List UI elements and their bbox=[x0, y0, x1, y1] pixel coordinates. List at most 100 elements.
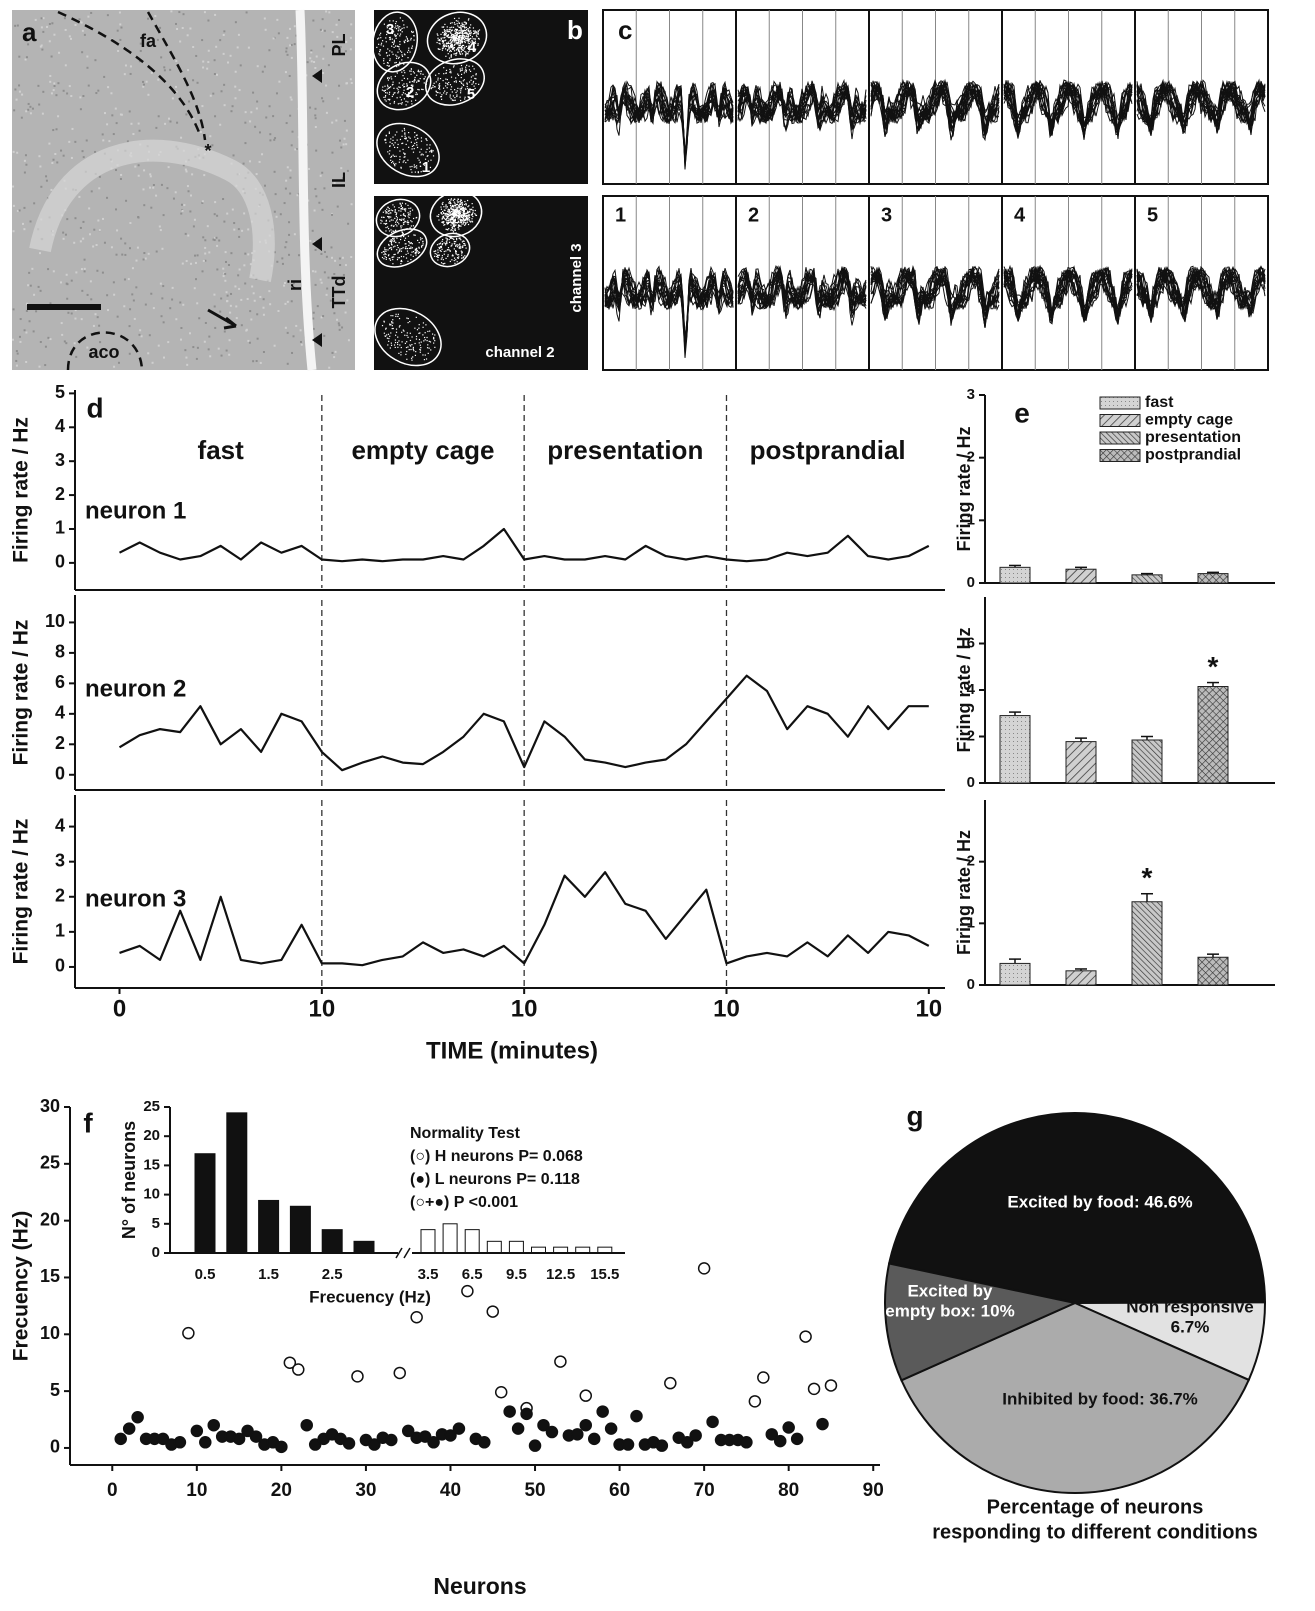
spike-dot bbox=[403, 247, 404, 248]
spike-dot bbox=[451, 198, 452, 199]
spike-dot bbox=[392, 325, 393, 326]
texture bbox=[318, 202, 320, 204]
spike-dot bbox=[389, 221, 390, 222]
spike-dot bbox=[391, 242, 392, 243]
texture bbox=[198, 317, 200, 319]
spike-dot bbox=[441, 209, 442, 210]
texture bbox=[12, 339, 14, 341]
texture bbox=[248, 47, 250, 49]
texture bbox=[338, 322, 340, 324]
histology-label: PL bbox=[329, 33, 349, 56]
spike-dot bbox=[413, 81, 414, 82]
spike-dot bbox=[462, 33, 463, 34]
spike-dot bbox=[453, 200, 454, 201]
bar bbox=[1000, 716, 1030, 783]
spike-dot bbox=[468, 224, 469, 225]
texture bbox=[52, 129, 54, 131]
spike-dot bbox=[437, 35, 438, 36]
spike-dot bbox=[394, 246, 395, 247]
spike-dot bbox=[408, 236, 409, 237]
panel-label: a bbox=[22, 17, 37, 47]
spike-dot bbox=[395, 142, 396, 143]
texture bbox=[347, 170, 349, 172]
texture bbox=[338, 85, 340, 87]
spike-dot bbox=[403, 330, 404, 331]
spike-dot bbox=[463, 218, 464, 219]
spike-dot bbox=[403, 213, 404, 214]
spike-dot bbox=[385, 335, 386, 336]
spike-dot bbox=[447, 229, 448, 230]
spike-dot bbox=[459, 32, 460, 33]
texture bbox=[339, 264, 341, 266]
texture bbox=[35, 310, 37, 312]
spike-dot bbox=[460, 100, 461, 101]
texture bbox=[214, 305, 216, 307]
spike-dot bbox=[466, 83, 467, 84]
spike-dot bbox=[465, 30, 466, 31]
texture bbox=[117, 316, 119, 318]
spike-dot bbox=[398, 86, 399, 87]
texture bbox=[207, 61, 209, 63]
spike-dot bbox=[426, 149, 427, 150]
spike-dot bbox=[413, 251, 414, 252]
spike-dot bbox=[396, 329, 397, 330]
texture bbox=[320, 175, 322, 177]
texture bbox=[194, 255, 196, 257]
spike-dot bbox=[417, 94, 418, 95]
spike-dot bbox=[454, 260, 455, 261]
texture bbox=[223, 34, 225, 36]
neuron-point bbox=[707, 1416, 718, 1427]
texture bbox=[207, 20, 209, 22]
neuron-point bbox=[115, 1433, 126, 1444]
spike-dot bbox=[402, 234, 403, 235]
neuron-label: neuron 3 bbox=[85, 885, 186, 912]
spike-dot bbox=[455, 252, 456, 253]
spike-dot bbox=[476, 73, 477, 74]
spike-dot bbox=[457, 211, 458, 212]
legend-label: presentation bbox=[1145, 429, 1241, 446]
spike-dot bbox=[442, 218, 443, 219]
spike-dot bbox=[401, 231, 402, 232]
texture bbox=[19, 209, 21, 211]
histogram-bar bbox=[487, 1241, 501, 1253]
texture bbox=[257, 338, 259, 340]
spike-dot bbox=[475, 78, 476, 79]
spike-dot bbox=[407, 101, 408, 102]
texture bbox=[111, 246, 113, 248]
spike-dot bbox=[432, 87, 433, 88]
spike-dot bbox=[387, 86, 388, 87]
spike-dot bbox=[448, 215, 449, 216]
texture bbox=[163, 214, 165, 216]
neuron-point bbox=[453, 1423, 464, 1434]
spike-dot bbox=[473, 33, 474, 34]
spike-dot bbox=[460, 43, 461, 44]
spike-dot bbox=[387, 85, 388, 86]
texture bbox=[326, 294, 328, 296]
normality-text: (○) H neurons P= 0.068 bbox=[410, 1148, 583, 1165]
texture bbox=[186, 170, 188, 172]
spike-dot bbox=[472, 66, 473, 67]
spike-dot bbox=[440, 246, 441, 247]
texture bbox=[135, 260, 137, 262]
spike-dot bbox=[402, 102, 403, 103]
spike-dot bbox=[442, 37, 443, 38]
histogram-bar bbox=[443, 1224, 457, 1253]
spike-dot bbox=[412, 356, 413, 357]
spike-dot bbox=[415, 100, 416, 101]
texture bbox=[180, 213, 182, 215]
spike-dot bbox=[397, 89, 398, 90]
spike-dot bbox=[462, 53, 463, 54]
spike-dot bbox=[423, 340, 424, 341]
texture bbox=[33, 330, 35, 332]
texture bbox=[151, 72, 153, 74]
spike-dot bbox=[389, 133, 390, 134]
spike-dot bbox=[410, 169, 411, 170]
unit-number: 4 bbox=[1014, 204, 1026, 226]
spike-dot bbox=[416, 336, 417, 337]
texture bbox=[185, 169, 187, 171]
texture bbox=[191, 173, 193, 175]
spike-dot bbox=[407, 41, 408, 42]
texture bbox=[180, 137, 182, 139]
spike-dot bbox=[479, 38, 480, 39]
spike-dot bbox=[401, 136, 402, 137]
